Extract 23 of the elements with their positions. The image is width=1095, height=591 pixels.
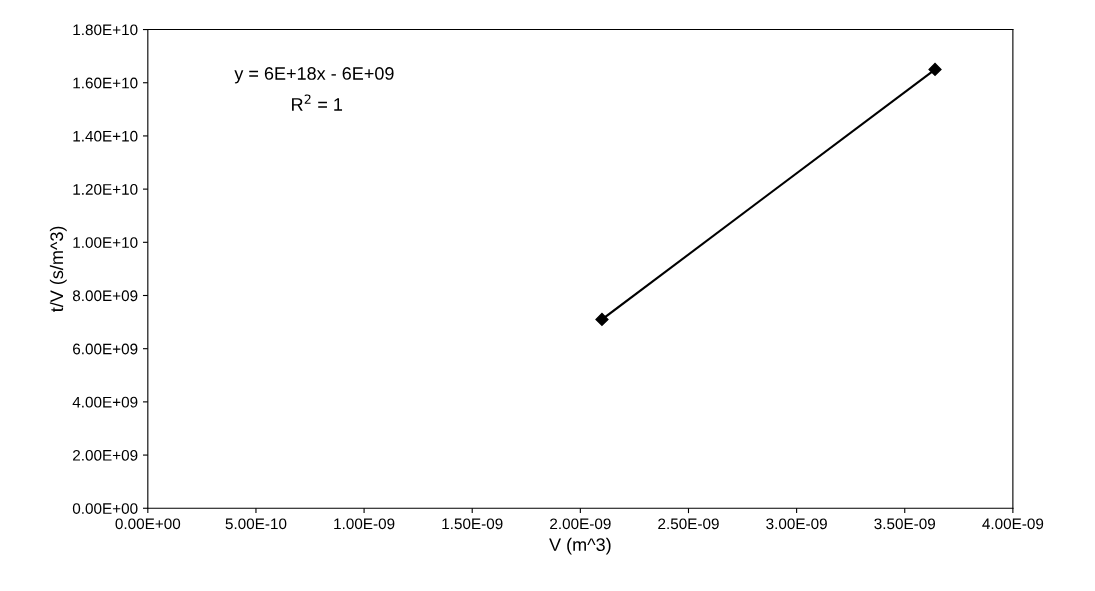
- y-tick-label: 6.00E+09: [73, 343, 138, 355]
- annotation: y = 6E+18x - 6E+09: [234, 67, 394, 84]
- y-tick-label: 0.00E+00: [72, 503, 138, 514]
- y-tick-label: 4.00E+09: [72, 396, 138, 408]
- x-tick-label: 3.50E-09: [874, 518, 936, 530]
- y-axis-title: t/V (s/m^3): [49, 226, 67, 312]
- x-axis-title: V (m^3): [549, 537, 611, 555]
- annotation: R$^{2}$ = 1: [292, 94, 343, 111]
- x-tick-label: 5.00E-10: [225, 518, 287, 530]
- x-tick-label: 2.00E-09: [550, 518, 611, 530]
- x-tick-label: 1.50E-09: [442, 518, 503, 530]
- y-tick-label: 1.80E+10: [73, 24, 138, 36]
- x-tick-label: 4.00E-09: [982, 518, 1044, 530]
- x-tick-label: 2.50E-09: [658, 518, 719, 530]
- y-tick-label: 1.20E+10: [73, 183, 138, 195]
- x-tick-label: 0.00E+00: [115, 518, 181, 530]
- x-tick-label: 3.00E-09: [766, 518, 827, 530]
- y-tick-label: 1.60E+10: [73, 77, 138, 89]
- y-tick-label: 8.00E+09: [72, 290, 138, 302]
- x-tick-label: 1.00E-09: [334, 518, 395, 530]
- y-tick-label: 1.40E+10: [73, 130, 138, 142]
- y-tick-label: 1.00E+10: [73, 237, 138, 248]
- y-tick-label: 2.00E+09: [73, 449, 138, 461]
